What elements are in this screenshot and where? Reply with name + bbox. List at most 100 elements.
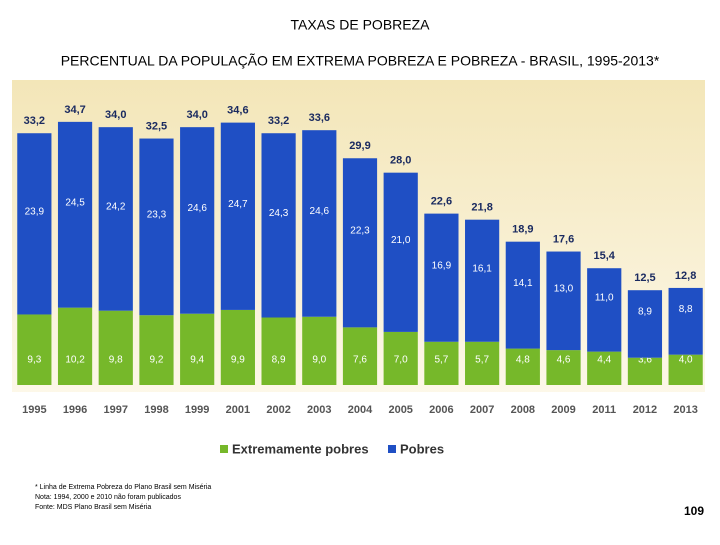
value-label: 9,0 [312, 355, 326, 366]
x-tick-label: 1998 [144, 404, 168, 416]
value-label: 4,0 [679, 355, 693, 366]
value-label: 22,3 [350, 225, 370, 236]
value-label: 4,8 [516, 355, 530, 366]
bar-segment [668, 354, 703, 385]
x-tick-label: 2007 [470, 404, 494, 416]
x-tick-label: 2011 [592, 404, 616, 416]
chart: 1995 9,3 23,9 33,2 1996 10,2 24,5 34,7 1997 9,8 24… [17, 104, 703, 456]
bar-segment [627, 290, 663, 358]
bar-segment [465, 219, 500, 342]
total-label: 28,0 [390, 155, 411, 167]
total-label: 29,9 [349, 140, 370, 152]
bar-segment [424, 341, 459, 385]
x-tick-label: 1999 [185, 404, 209, 416]
bar-segment [383, 331, 418, 385]
value-label: 7,6 [353, 355, 367, 366]
x-tick-label: 1997 [104, 404, 128, 416]
bar-segment [505, 241, 540, 349]
bar-segment [546, 251, 581, 351]
title: TAXAS DE POBREZA [291, 17, 431, 33]
value-label: 16,1 [472, 263, 492, 274]
bar-segment [98, 310, 133, 385]
value-label: 24,2 [106, 202, 126, 213]
bar-segment [505, 348, 540, 385]
x-tick-label: 2008 [511, 404, 535, 416]
total-label: 18,9 [512, 224, 533, 236]
total-label: 33,2 [268, 115, 289, 127]
x-tick-label: 2009 [551, 404, 575, 416]
value-label: 9,4 [190, 355, 204, 366]
x-tick-label: 1996 [63, 404, 87, 416]
total-label: 22,6 [431, 196, 452, 208]
page-number: 109 [684, 504, 704, 518]
total-label: 33,2 [24, 115, 45, 127]
legend-swatch [388, 445, 396, 453]
total-label: 32,5 [146, 120, 167, 132]
value-label: 9,3 [27, 355, 41, 366]
bar-segment [587, 351, 622, 385]
bar-segment [139, 315, 174, 385]
bar-segment [587, 268, 622, 352]
bar-segment [220, 309, 255, 385]
legend-label: Pobres [400, 441, 444, 456]
value-label: 8,9 [638, 307, 652, 318]
bar-segment [342, 327, 378, 385]
value-label: 9,9 [231, 355, 245, 366]
value-label: 24,6 [187, 203, 207, 214]
bar-segment [302, 130, 337, 317]
value-label: 24,3 [269, 208, 289, 219]
bar-segment [261, 133, 296, 318]
x-tick-label: 1995 [22, 404, 46, 416]
value-label: 3,6 [638, 355, 652, 366]
bar-segment [383, 172, 418, 332]
axis-band [12, 392, 705, 424]
bar-segment [139, 138, 174, 316]
bar-segment [627, 357, 663, 385]
value-label: 21,0 [391, 235, 411, 246]
x-tick-label: 2001 [226, 404, 250, 416]
value-label: 16,9 [432, 260, 452, 271]
total-label: 34,6 [227, 105, 248, 117]
bar-segment [424, 213, 459, 342]
total-label: 12,5 [634, 272, 655, 284]
footnote: Fonte: MDS Plano Brasil sem Miséria [35, 504, 151, 511]
value-label: 10,2 [65, 355, 85, 366]
value-label: 9,2 [150, 355, 164, 366]
value-label: 24,6 [310, 206, 330, 217]
bar-segment [57, 307, 93, 385]
value-label: 23,9 [25, 206, 45, 217]
total-label: 33,6 [309, 112, 330, 124]
footnote: * Linha de Extrema Pobreza do Plano Bras… [35, 484, 211, 491]
value-label: 24,7 [228, 199, 248, 210]
value-label: 23,3 [147, 210, 167, 221]
subtitle: PERCENTUAL DA POPULAÇÃO EM EXTREMA POBRE… [61, 53, 660, 69]
bar-segment [261, 317, 296, 385]
footnote: Nota: 1994, 2000 e 2010 não foram public… [35, 494, 181, 501]
value-label: 24,5 [65, 197, 85, 208]
value-label: 14,1 [513, 278, 533, 289]
value-label: 11,0 [595, 293, 614, 304]
value-label: 5,7 [434, 355, 448, 366]
legend-label: Extremamente pobres [232, 441, 369, 456]
total-label: 21,8 [471, 202, 492, 214]
bar-segment [57, 121, 93, 308]
total-label: 34,0 [186, 109, 207, 121]
total-label: 34,7 [64, 104, 85, 116]
total-label: 12,8 [675, 270, 696, 282]
value-label: 8,8 [679, 304, 693, 315]
bar-segment [17, 314, 52, 385]
bar-segment [220, 122, 255, 310]
value-label: 8,9 [272, 355, 286, 366]
value-label: 4,6 [557, 355, 571, 366]
value-label: 13,0 [554, 283, 574, 294]
bar-segment [98, 127, 133, 311]
x-tick-label: 2003 [307, 404, 331, 416]
bar-segment [17, 133, 52, 315]
x-tick-label: 2013 [673, 404, 697, 416]
legend-swatch [220, 445, 228, 453]
value-label: 4,4 [597, 355, 611, 366]
x-tick-label: 2006 [429, 404, 453, 416]
total-label: 17,6 [553, 233, 574, 245]
